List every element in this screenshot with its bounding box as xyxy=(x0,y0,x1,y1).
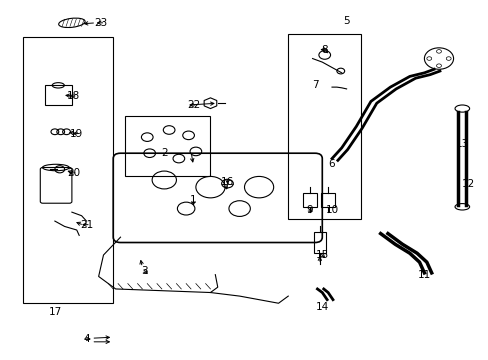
Bar xyxy=(287,33,361,219)
Text: 12: 12 xyxy=(461,179,474,189)
Text: 10: 10 xyxy=(325,205,338,215)
Text: 23: 23 xyxy=(94,18,107,28)
Bar xyxy=(302,193,317,207)
Text: 5: 5 xyxy=(343,16,349,26)
Text: 15: 15 xyxy=(315,250,328,260)
Text: 1: 1 xyxy=(190,195,196,204)
Text: 4: 4 xyxy=(83,334,90,344)
Text: 16: 16 xyxy=(221,177,234,187)
Text: 8: 8 xyxy=(321,45,327,55)
Text: 6: 6 xyxy=(328,159,335,169)
Text: 9: 9 xyxy=(306,205,313,215)
Text: 17: 17 xyxy=(49,307,62,317)
Bar xyxy=(320,193,335,207)
Text: 18: 18 xyxy=(66,91,80,101)
Text: 2: 2 xyxy=(161,148,167,158)
Bar xyxy=(125,116,210,176)
Bar xyxy=(45,85,72,105)
Text: 13: 13 xyxy=(455,139,468,149)
Text: 7: 7 xyxy=(311,80,318,90)
Bar xyxy=(23,37,113,303)
Text: 20: 20 xyxy=(67,168,80,178)
Text: 14: 14 xyxy=(315,302,328,312)
Text: 11: 11 xyxy=(417,270,430,280)
Text: 21: 21 xyxy=(80,220,93,230)
Text: 3: 3 xyxy=(141,266,148,276)
Bar xyxy=(313,232,325,253)
Text: 22: 22 xyxy=(186,100,200,110)
Text: 19: 19 xyxy=(70,129,83,139)
